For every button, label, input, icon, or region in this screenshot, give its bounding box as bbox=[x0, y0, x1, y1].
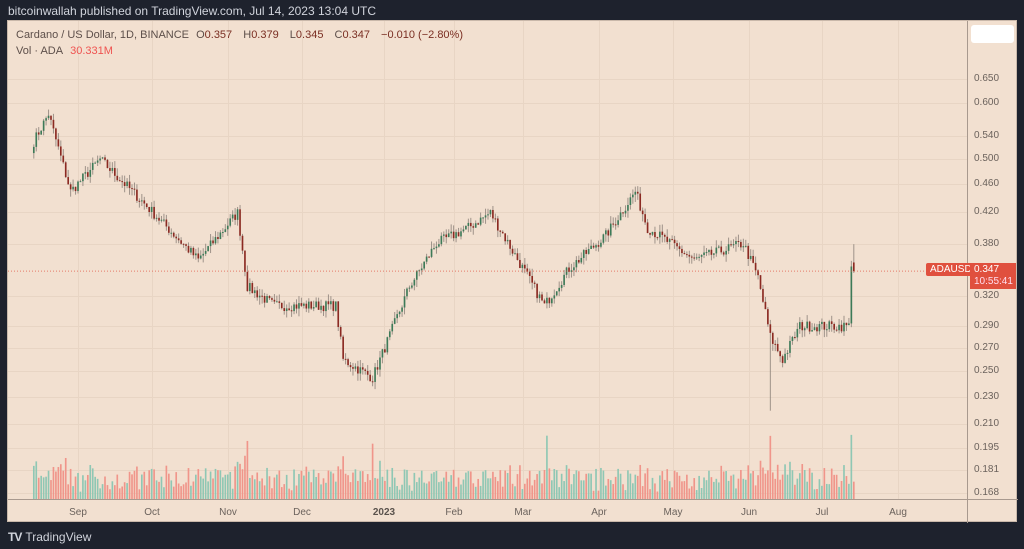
volume-label[interactable]: Vol · ADA bbox=[16, 45, 64, 57]
chart-frame[interactable]: Cardano / US Dollar, 1D, BINANCE O0.357 … bbox=[7, 20, 1018, 523]
publish-line: bitcoinwallah published on TradingView.c… bbox=[8, 4, 377, 18]
bar-countdown: 10:55:41 bbox=[974, 276, 1013, 287]
ohlc-high: H0.379 bbox=[243, 29, 279, 41]
symbol-description[interactable]: Cardano / US Dollar, 1D, BINANCE bbox=[16, 29, 190, 41]
price-axis-label: 0.270 bbox=[974, 342, 1000, 353]
time-axis-label: Aug bbox=[889, 507, 907, 518]
price-axis-label: 0.420 bbox=[974, 206, 1000, 217]
time-axis-label: Jun bbox=[740, 507, 758, 518]
last-price-tag: 0.347 10:55:41 bbox=[970, 263, 1016, 289]
ticker-tag: ADAUSD bbox=[926, 263, 976, 276]
tradingview-brand[interactable]: TradingView bbox=[25, 530, 92, 544]
legend-line-price: Cardano / US Dollar, 1D, BINANCE O0.357 … bbox=[16, 27, 467, 43]
volume-value: 30.331M bbox=[70, 45, 113, 57]
time-axis-label: May bbox=[663, 507, 683, 518]
time-axis-label: Sep bbox=[69, 507, 87, 518]
time-axis-label: Mar bbox=[514, 507, 532, 518]
ohlc-low: L0.345 bbox=[289, 29, 324, 41]
price-axis-label: 0.250 bbox=[974, 365, 1000, 376]
price-axis-label: 0.230 bbox=[974, 391, 1000, 402]
price-axis-label: 0.540 bbox=[974, 130, 1000, 141]
price-axis-label: 0.181 bbox=[974, 464, 1000, 475]
time-axis-label: Feb bbox=[445, 507, 463, 518]
price-axis-label: 0.168 bbox=[974, 487, 1000, 498]
time-axis-label: Nov bbox=[219, 507, 237, 518]
price-axis-label: 0.600 bbox=[974, 97, 1000, 108]
time-axis-label: Apr bbox=[591, 507, 607, 518]
price-axis-label: 0.210 bbox=[974, 418, 1000, 429]
time-axis-label: 2023 bbox=[372, 507, 396, 518]
footer: TV TradingView bbox=[8, 530, 91, 544]
time-axis-label: Dec bbox=[293, 507, 311, 518]
price-axis-label: 0.500 bbox=[974, 153, 1000, 164]
price-axis-label: 0.290 bbox=[974, 320, 1000, 331]
price-axis-settings-box[interactable] bbox=[971, 25, 1014, 43]
time-axis-label: Oct bbox=[144, 507, 160, 518]
price-axis-label: 0.320 bbox=[974, 290, 1000, 301]
candlestick-chart[interactable] bbox=[8, 21, 1018, 523]
chart-legend: Cardano / US Dollar, 1D, BINANCE O0.357 … bbox=[16, 27, 467, 59]
last-price: 0.347 bbox=[974, 264, 1000, 275]
ohlc-close: C0.347 bbox=[334, 29, 370, 41]
ohlc-open: O0.357 bbox=[196, 29, 233, 41]
price-axis-label: 0.380 bbox=[974, 238, 1000, 249]
price-axis-label: 0.650 bbox=[974, 73, 1000, 84]
legend-line-volume: Vol · ADA 30.331M bbox=[16, 43, 467, 59]
tradingview-logo-icon[interactable]: TV bbox=[8, 530, 22, 544]
price-axis-label: 0.460 bbox=[974, 178, 1000, 189]
price-axis-label: 0.195 bbox=[974, 442, 1000, 453]
price-change: −0.010 (−2.80%) bbox=[381, 29, 463, 41]
time-axis-label: Jul bbox=[815, 507, 829, 518]
